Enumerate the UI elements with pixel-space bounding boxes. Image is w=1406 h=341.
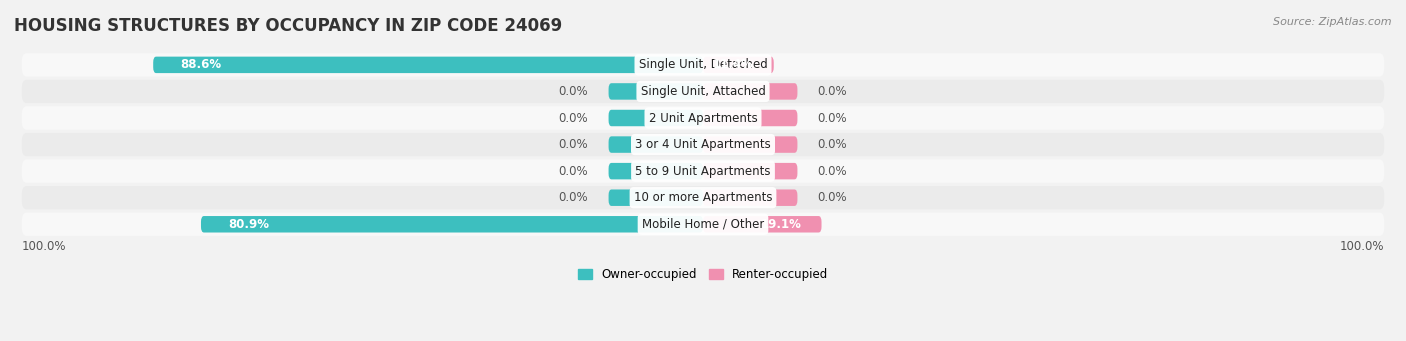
Text: 88.6%: 88.6% <box>180 58 221 71</box>
FancyBboxPatch shape <box>201 216 703 233</box>
FancyBboxPatch shape <box>703 110 797 126</box>
FancyBboxPatch shape <box>609 136 703 153</box>
FancyBboxPatch shape <box>21 106 1385 130</box>
Text: HOUSING STRUCTURES BY OCCUPANCY IN ZIP CODE 24069: HOUSING STRUCTURES BY OCCUPANCY IN ZIP C… <box>14 17 562 35</box>
FancyBboxPatch shape <box>21 160 1385 183</box>
FancyBboxPatch shape <box>703 136 797 153</box>
Text: 0.0%: 0.0% <box>558 112 588 124</box>
FancyBboxPatch shape <box>703 57 773 73</box>
FancyBboxPatch shape <box>21 53 1385 76</box>
Text: 0.0%: 0.0% <box>558 165 588 178</box>
Legend: Owner-occupied, Renter-occupied: Owner-occupied, Renter-occupied <box>572 264 834 286</box>
Text: Single Unit, Detached: Single Unit, Detached <box>638 58 768 71</box>
Text: 80.9%: 80.9% <box>228 218 269 231</box>
Text: 100.0%: 100.0% <box>1340 240 1385 253</box>
Text: Single Unit, Attached: Single Unit, Attached <box>641 85 765 98</box>
FancyBboxPatch shape <box>703 216 821 233</box>
Text: 0.0%: 0.0% <box>818 165 848 178</box>
Text: Source: ZipAtlas.com: Source: ZipAtlas.com <box>1274 17 1392 27</box>
FancyBboxPatch shape <box>21 80 1385 103</box>
FancyBboxPatch shape <box>609 110 703 126</box>
FancyBboxPatch shape <box>21 212 1385 236</box>
FancyBboxPatch shape <box>609 190 703 206</box>
Text: 0.0%: 0.0% <box>558 191 588 204</box>
Text: 0.0%: 0.0% <box>558 138 588 151</box>
Text: Mobile Home / Other: Mobile Home / Other <box>641 218 765 231</box>
Text: 0.0%: 0.0% <box>818 191 848 204</box>
FancyBboxPatch shape <box>609 163 703 179</box>
Text: 5 to 9 Unit Apartments: 5 to 9 Unit Apartments <box>636 165 770 178</box>
Text: 11.4%: 11.4% <box>713 58 754 71</box>
Text: 100.0%: 100.0% <box>21 240 66 253</box>
FancyBboxPatch shape <box>703 190 797 206</box>
Text: 0.0%: 0.0% <box>818 85 848 98</box>
Text: 0.0%: 0.0% <box>558 85 588 98</box>
FancyBboxPatch shape <box>609 83 703 100</box>
FancyBboxPatch shape <box>153 57 703 73</box>
Text: 0.0%: 0.0% <box>818 112 848 124</box>
Text: 3 or 4 Unit Apartments: 3 or 4 Unit Apartments <box>636 138 770 151</box>
Text: 2 Unit Apartments: 2 Unit Apartments <box>648 112 758 124</box>
FancyBboxPatch shape <box>21 186 1385 209</box>
FancyBboxPatch shape <box>703 163 797 179</box>
Text: 0.0%: 0.0% <box>818 138 848 151</box>
FancyBboxPatch shape <box>703 83 797 100</box>
Text: 10 or more Apartments: 10 or more Apartments <box>634 191 772 204</box>
Text: 19.1%: 19.1% <box>761 218 801 231</box>
FancyBboxPatch shape <box>21 133 1385 156</box>
